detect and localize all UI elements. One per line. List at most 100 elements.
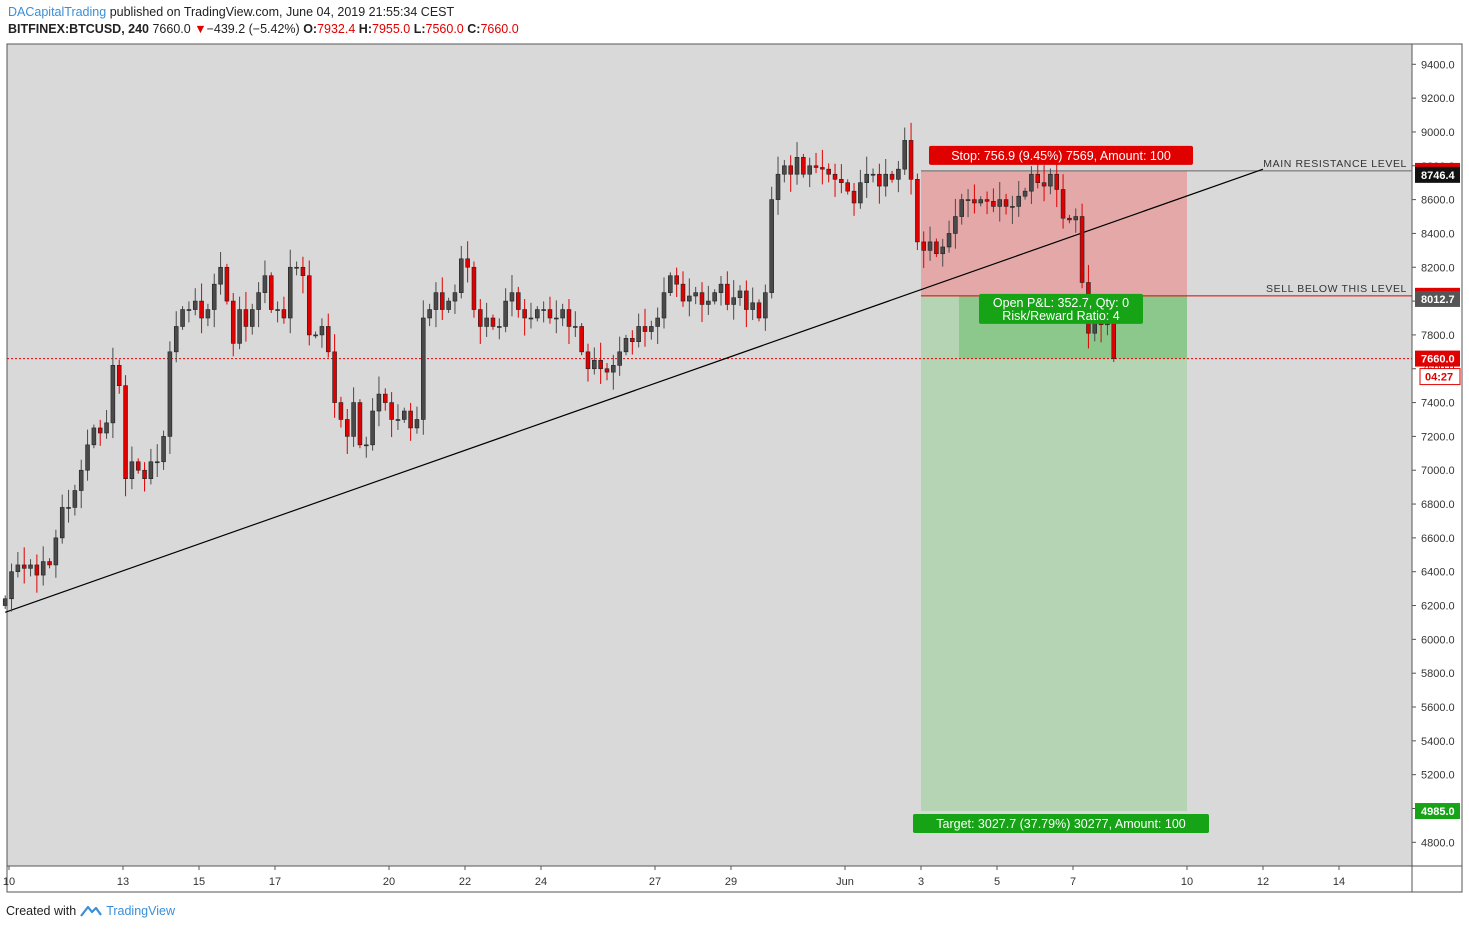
candle-body: [503, 300, 508, 327]
candle-body: [1073, 216, 1079, 221]
x-tick-label: 20: [383, 876, 395, 888]
candle-body: [256, 292, 261, 310]
y-tick-label: 5600.0: [1421, 702, 1455, 714]
candle-body: [642, 326, 648, 332]
candle-body: [972, 199, 977, 204]
candle-body: [693, 292, 698, 297]
candle-body: [142, 469, 147, 479]
y-tick-label: 7800.0: [1421, 330, 1455, 342]
candle-body: [592, 359, 597, 370]
candle-body: [167, 351, 173, 437]
target-label-box: [913, 814, 1209, 834]
candle-body: [668, 275, 673, 293]
candle-body: [408, 410, 413, 429]
candle-body: [104, 422, 109, 434]
candle-body: [953, 216, 958, 234]
candle-body: [801, 157, 806, 175]
candle-body: [319, 326, 325, 336]
candle-body: [1048, 173, 1053, 187]
candle-body: [40, 561, 46, 576]
candle-body: [497, 326, 502, 328]
candle-body: [395, 419, 401, 421]
candle-body: [649, 326, 654, 332]
candle-body: [15, 564, 21, 573]
candle-body: [965, 199, 971, 201]
candle-body: [332, 351, 337, 403]
candle-body: [636, 326, 641, 342]
candle-body: [997, 199, 1002, 207]
candle-body: [237, 309, 242, 344]
candle-body: [927, 241, 933, 251]
created-with-text: Created with: [6, 904, 77, 918]
candle-body: [1067, 217, 1072, 221]
candle-body: [877, 173, 882, 187]
candle-body: [1010, 206, 1015, 208]
candle-body: [173, 326, 179, 353]
candle-body: [611, 365, 616, 373]
tradingview-brand-link[interactable]: TradingView: [106, 904, 175, 918]
price-label-box: [1415, 166, 1460, 183]
y-tick-label: 5800.0: [1421, 668, 1455, 680]
price-label: 4985.0: [1421, 806, 1455, 818]
candle-body: [9, 571, 14, 600]
candle-body: [186, 309, 192, 311]
candle-body: [490, 317, 496, 327]
trendline: [5, 168, 1264, 613]
candle-body: [370, 410, 375, 446]
candle-body: [59, 507, 65, 539]
y-tick-label: 7200.0: [1421, 431, 1455, 443]
x-tick-label: 3: [918, 876, 924, 888]
x-tick-label: 10: [3, 876, 15, 888]
candle-body: [1054, 173, 1060, 190]
candle-body: [135, 461, 141, 471]
y-tick-label: 9400.0: [1421, 59, 1455, 71]
candle-body: [21, 564, 27, 569]
x-tick-label: 13: [117, 876, 129, 888]
candle-body: [921, 241, 926, 251]
price-label: 8746.4: [1421, 170, 1456, 182]
y-tick-label: 9000.0: [1421, 127, 1455, 139]
candle-body: [832, 173, 838, 180]
x-tick-label: 14: [1333, 876, 1345, 888]
candle-body: [845, 182, 850, 192]
candle-body: [192, 300, 198, 310]
candle-body: [326, 326, 331, 353]
candle-body: [820, 167, 825, 170]
candle-body: [230, 300, 236, 344]
candle-body: [604, 368, 610, 373]
candle-body: [858, 182, 863, 204]
author-link[interactable]: DACapitalTrading: [8, 5, 107, 19]
y-tick-label: 7000.0: [1421, 465, 1455, 477]
candle-body: [2, 598, 8, 606]
candle-body: [573, 326, 578, 328]
x-tick-label: 17: [269, 876, 281, 888]
candle-body: [1041, 182, 1047, 187]
stop-label: Stop: 756.9 (9.45%) 7569, Amount: 100: [951, 149, 1171, 163]
down-arrow-icon: ▼: [194, 22, 207, 36]
candle-body: [357, 402, 363, 446]
high-value: 7955.0: [372, 22, 411, 36]
candle-body: [731, 297, 736, 305]
x-tick-label: 7: [1070, 876, 1076, 888]
candle-body: [712, 292, 717, 302]
candle-body: [763, 292, 768, 319]
candle-body: [883, 173, 888, 187]
symbol-label[interactable]: BITFINEX:BTCUSD, 240: [8, 22, 149, 36]
price-label-box: [1415, 350, 1460, 367]
candle-body: [34, 564, 40, 576]
footer: Created with TradingView: [6, 904, 175, 918]
candle-body: [459, 258, 464, 293]
candle-body: [110, 365, 116, 424]
candle-body: [224, 266, 230, 302]
candle-body: [154, 461, 160, 464]
candle-body: [364, 444, 369, 447]
candle-body: [908, 140, 914, 180]
candle-body: [465, 258, 470, 268]
main-resistance-text: MAIN RESISTANCE LEVEL: [1263, 158, 1407, 170]
candle-body: [421, 317, 426, 420]
candle-body: [351, 402, 356, 437]
candle-body: [1060, 189, 1066, 219]
candle-body: [78, 469, 84, 491]
y-tick-label: 8200.0: [1421, 262, 1455, 274]
